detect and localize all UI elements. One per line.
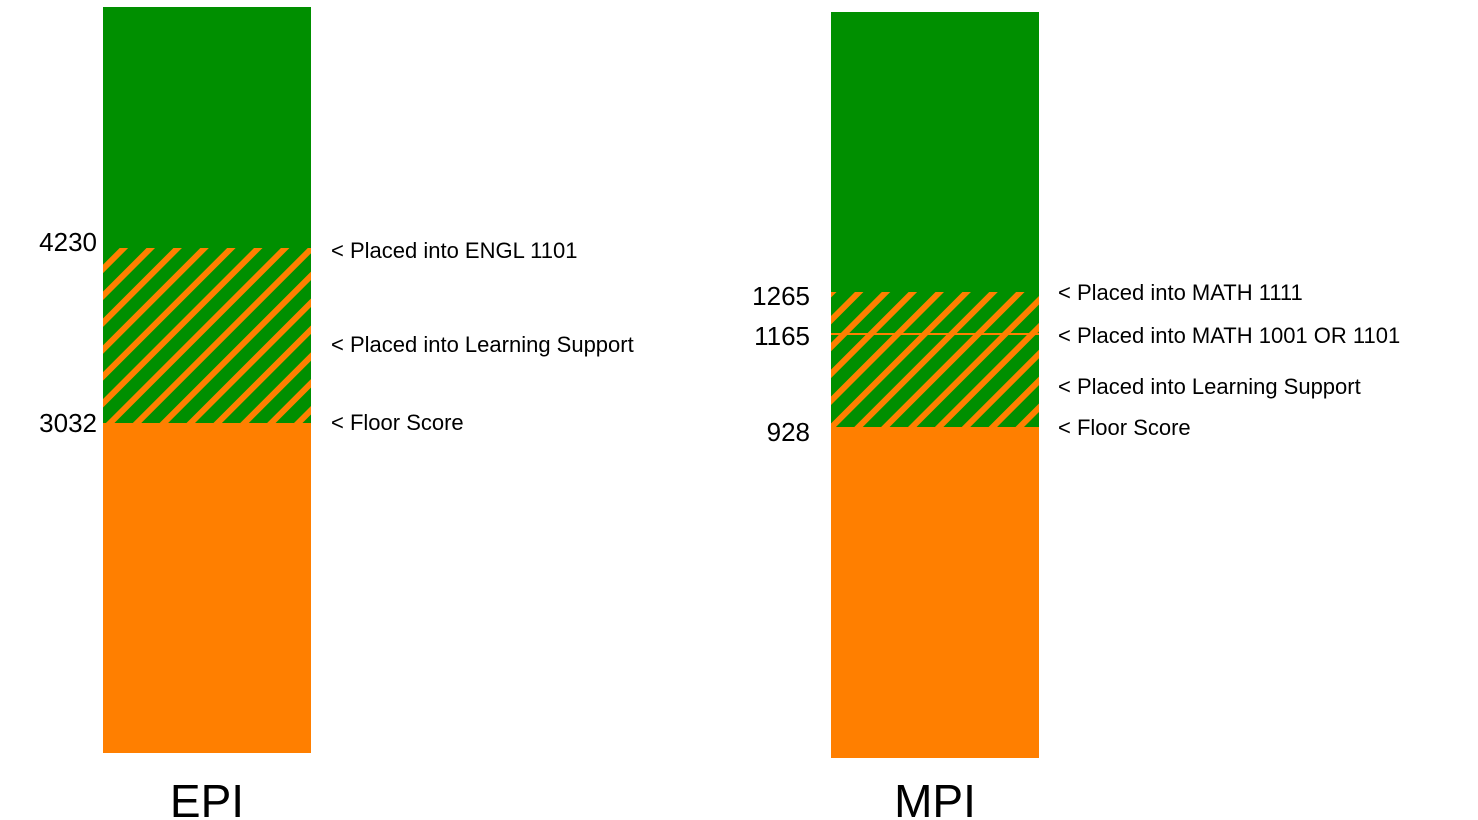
mpi-note-math-1001-1101: < Placed into MATH 1001 OR 1101: [1058, 323, 1400, 348]
epi-green-segment: [103, 7, 311, 248]
mpi-hatched-segment-upper: [831, 292, 1039, 334]
epi-note-learning-support: < Placed into Learning Support: [331, 332, 634, 357]
mpi-orange-segment: [831, 427, 1039, 758]
epi-orange-segment: [103, 423, 311, 753]
epi-bar: [103, 7, 311, 753]
epi-label: EPI: [170, 775, 244, 820]
mpi-score-1165: 1165: [754, 321, 810, 351]
mpi-note-floor-score: < Floor Score: [1058, 415, 1191, 440]
mpi-green-segment: [831, 12, 1039, 292]
mpi-note-math-1111: < Placed into MATH 1111: [1058, 280, 1303, 305]
mpi-bar: [831, 12, 1039, 758]
mpi-score-1265: 1265: [752, 281, 810, 311]
mpi-score-928: 928: [767, 417, 810, 447]
mpi-note-learning-support: < Placed into Learning Support: [1058, 374, 1361, 399]
epi-note-engl-1101: < Placed into ENGL 1101: [331, 238, 577, 263]
epi-score-3032: 3032: [39, 408, 97, 438]
epi-score-4230: 4230: [39, 227, 97, 257]
epi-hatched-segment: [103, 248, 311, 423]
epi-note-floor-score: < Floor Score: [331, 410, 464, 435]
mpi-label: MPI: [894, 775, 976, 820]
mpi-hatched-segment-lower: [831, 334, 1039, 427]
